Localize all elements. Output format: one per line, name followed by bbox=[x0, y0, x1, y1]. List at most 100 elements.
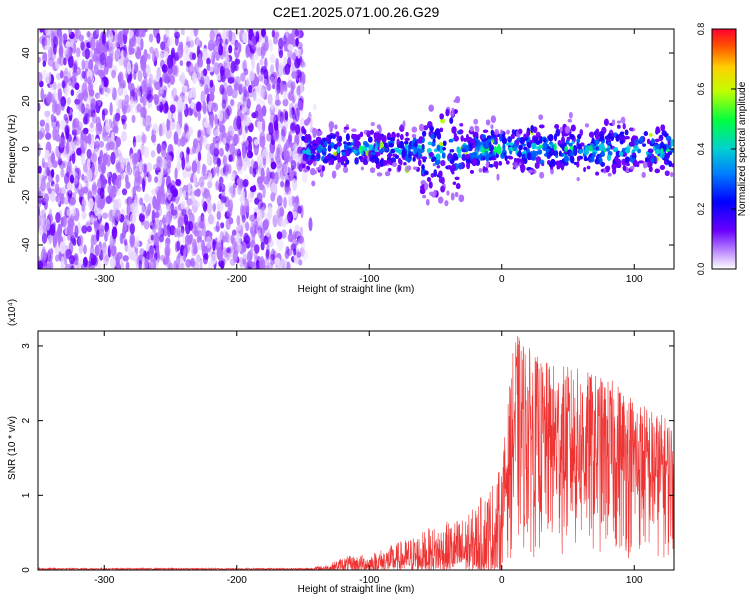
heatmap-cell bbox=[209, 29, 215, 42]
heatmap-cell bbox=[156, 172, 163, 186]
heatmap-cell bbox=[301, 249, 308, 261]
heatmap-cell bbox=[299, 226, 304, 238]
heatmap-cell bbox=[294, 107, 300, 122]
heatmap-cell bbox=[169, 121, 176, 131]
heatmap-cell bbox=[256, 97, 263, 106]
heatmap-cell bbox=[184, 44, 189, 53]
heatmap-cell bbox=[205, 87, 210, 95]
heatmap-cell bbox=[69, 141, 76, 154]
heatmap-cell bbox=[254, 49, 259, 60]
heatmap-cell bbox=[277, 237, 284, 252]
heatmap-cell bbox=[213, 62, 220, 75]
heatmap-cell bbox=[290, 84, 295, 95]
heatmap-cell bbox=[174, 35, 179, 47]
heatmap-cell bbox=[199, 79, 205, 87]
heatmap-cell bbox=[366, 157, 371, 162]
heatmap-cell bbox=[90, 214, 95, 224]
heatmap-cell bbox=[41, 213, 47, 220]
heatmap-cell bbox=[278, 37, 284, 50]
heatmap-cell bbox=[98, 140, 105, 148]
heatmap-cell bbox=[278, 37, 284, 50]
heatmap-cell bbox=[297, 205, 302, 214]
heatmap-cell bbox=[201, 198, 205, 208]
heatmap-cell bbox=[114, 209, 121, 222]
heatmap-cell bbox=[130, 35, 137, 48]
heatmap-cell bbox=[278, 49, 284, 59]
heatmap-cell bbox=[252, 91, 258, 102]
heatmap-cell bbox=[52, 127, 57, 141]
heatmap-cell bbox=[298, 259, 303, 266]
heatmap-cell bbox=[278, 62, 284, 77]
heatmap-cell bbox=[228, 154, 234, 162]
heatmap-cell bbox=[175, 178, 181, 187]
heatmap-cell bbox=[263, 218, 270, 229]
heatmap-cell bbox=[412, 156, 416, 162]
heatmap-cell bbox=[187, 181, 192, 194]
heatmap-cell bbox=[196, 160, 201, 175]
heatmap-cell bbox=[91, 112, 98, 124]
heatmap-cell bbox=[74, 167, 79, 178]
heatmap-cell bbox=[282, 90, 287, 101]
heatmap-cell bbox=[250, 35, 257, 50]
heatmap-cell bbox=[182, 190, 187, 199]
heatmap-cell bbox=[197, 151, 202, 162]
heatmap-cell bbox=[60, 119, 66, 131]
heatmap-cell bbox=[141, 133, 147, 144]
heatmap-cell bbox=[260, 65, 267, 74]
heatmap-cell bbox=[43, 193, 50, 203]
heatmap-cell bbox=[111, 69, 116, 79]
heatmap-cell bbox=[219, 124, 226, 134]
heatmap-cell bbox=[160, 184, 165, 196]
heatmap-cell bbox=[259, 58, 264, 66]
heatmap-cell bbox=[277, 76, 281, 85]
heatmap-cell bbox=[137, 70, 143, 82]
heatmap-cell bbox=[158, 86, 162, 98]
heatmap-cell bbox=[56, 83, 63, 90]
heatmap-cell bbox=[38, 35, 46, 45]
heatmap-cell bbox=[280, 36, 286, 48]
heatmap-cell bbox=[496, 173, 500, 181]
heatmap-cell bbox=[90, 36, 96, 51]
heatmap-cell bbox=[120, 114, 127, 123]
heatmap-cell bbox=[60, 168, 65, 178]
heatmap-cell bbox=[184, 243, 190, 254]
heatmap-cell bbox=[208, 100, 212, 113]
heatmap-cell bbox=[150, 150, 156, 158]
heatmap-cell bbox=[241, 61, 246, 71]
heatmap-cell bbox=[65, 248, 72, 260]
heatmap-cell bbox=[121, 188, 128, 196]
heatmap-cell bbox=[151, 209, 156, 224]
heatmap-cell bbox=[125, 261, 130, 269]
heatmap-cell bbox=[58, 160, 65, 170]
heatmap-cell bbox=[242, 86, 247, 95]
heatmap-cell bbox=[115, 137, 121, 147]
heatmap-cell bbox=[254, 110, 259, 119]
heatmap-cell bbox=[137, 86, 143, 97]
heatmap-cell bbox=[42, 29, 49, 36]
heatmap-cell bbox=[86, 225, 93, 233]
heatmap-cell bbox=[245, 91, 249, 104]
heatmap-cell bbox=[185, 36, 190, 47]
heatmap-cell bbox=[228, 199, 234, 213]
heatmap-cell bbox=[78, 234, 84, 246]
heatmap-cell bbox=[293, 170, 298, 181]
heatmap-cell bbox=[263, 176, 270, 185]
heatmap-cell bbox=[252, 220, 260, 235]
heatmap-cell bbox=[174, 167, 178, 181]
heatmap-cell bbox=[90, 122, 94, 129]
heatmap-cell bbox=[207, 49, 214, 61]
heatmap-cell bbox=[88, 122, 95, 133]
heatmap-cell bbox=[453, 135, 459, 142]
heatmap-cell bbox=[75, 136, 80, 146]
heatmap-cell bbox=[102, 247, 108, 261]
heatmap-cell bbox=[144, 258, 149, 269]
heatmap-cell bbox=[167, 143, 174, 157]
heatmap-cell bbox=[167, 193, 174, 202]
heatmap-cell bbox=[221, 247, 228, 255]
heatmap-cell bbox=[297, 235, 305, 244]
heatmap-cell bbox=[428, 104, 434, 112]
heatmap-cell bbox=[283, 34, 287, 45]
heatmap-cell bbox=[54, 182, 60, 195]
heatmap-cell bbox=[136, 103, 142, 113]
heatmap-cell bbox=[145, 64, 151, 75]
